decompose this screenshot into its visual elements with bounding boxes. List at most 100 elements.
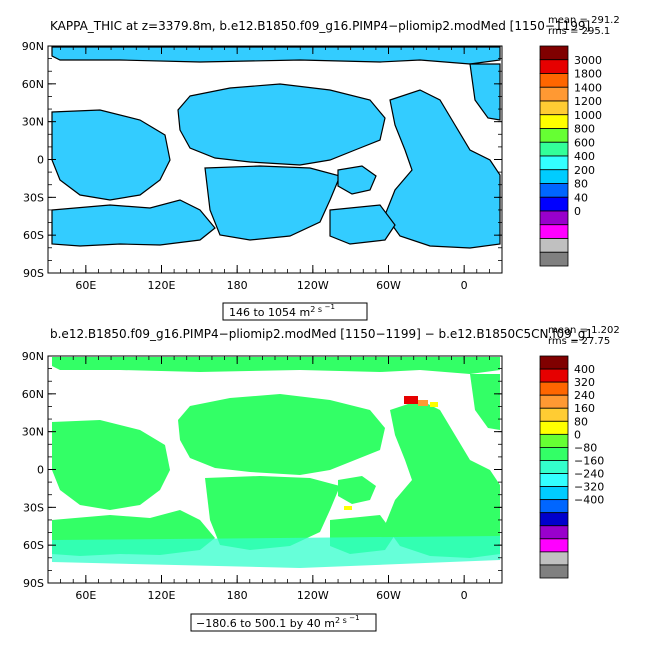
legend-swatch (539, 224, 569, 239)
panel-bottom-stat-mean: mean = 1.202 (548, 325, 620, 336)
ocean-pacific-south (204, 165, 341, 241)
legend-swatch (539, 460, 569, 474)
legend-swatch (539, 59, 569, 74)
legend-level-label: −160 (574, 454, 604, 467)
x-tick-label: 60E (75, 589, 96, 602)
x-tick-label: 180 (227, 279, 248, 292)
legend-swatch (539, 433, 569, 448)
panel-bottom-stat-rms: rms = 27.75 (548, 336, 610, 347)
panel-top-map (48, 46, 502, 273)
anom-negative-band (52, 536, 500, 568)
legend-level-label: 0 (574, 428, 581, 441)
panel-top-range-label: 146 to 1054 m2 s −1 (229, 303, 335, 319)
x-tick-label: 180 (227, 589, 248, 602)
y-tick-label: 30N (22, 116, 44, 129)
legend-swatch (539, 155, 569, 171)
legend-level-label: 0 (574, 205, 581, 218)
legend-swatch (539, 407, 569, 422)
y-tick-label: 60S (23, 229, 44, 242)
legend-swatch (539, 420, 569, 435)
legend-level-label: 80 (574, 415, 588, 428)
anom-east (470, 374, 500, 430)
legend-swatch (539, 368, 569, 383)
legend-level-label: −320 (574, 481, 604, 494)
y-tick-label: 0 (37, 154, 44, 167)
panel-top-range-box (222, 302, 368, 321)
y-tick-label: 30S (23, 191, 44, 204)
anom-hotspot-small (344, 506, 352, 510)
legend-level-label: 1000 (574, 109, 602, 122)
legend-level-label: 800 (574, 123, 595, 136)
x-tick-label: 120E (148, 279, 176, 292)
legend-swatch (539, 486, 569, 501)
legend-swatch (539, 538, 569, 553)
x-tick-label: 0 (461, 279, 468, 292)
legend-swatch (539, 128, 569, 143)
legend-level-label: 80 (574, 178, 588, 191)
legend-level-label: 600 (574, 136, 595, 149)
panel-top-stat-mean: mean = 291.2 (548, 15, 620, 26)
legend-level-label: 1800 (574, 68, 602, 81)
legend-swatch (539, 169, 569, 184)
panel-top-axes: 60E 120E 180 120W 60W 0 90N 60N 30N 0 30S 60S 90S (22, 40, 503, 292)
legend-level-label: 240 (574, 389, 595, 402)
legend-swatch (539, 447, 569, 461)
ocean-indian (51, 109, 171, 201)
y-tick-label: 90N (22, 40, 44, 53)
legend-swatch (539, 473, 569, 487)
legend-swatch (539, 86, 569, 102)
ocean-south-central (329, 204, 396, 245)
legend-level-label: −400 (574, 494, 604, 507)
legend-swatch (539, 499, 569, 514)
legend-swatch (539, 551, 569, 566)
legend-swatch (539, 381, 569, 396)
anom-hotspot-orange (418, 400, 428, 406)
legend-swatch (539, 210, 569, 226)
legend-swatch (539, 183, 569, 198)
legend-swatch (539, 525, 569, 540)
legend-swatch (539, 238, 569, 253)
panel-top-stat-rms: rms = 295.1 (548, 26, 610, 37)
anom-atlantic (385, 400, 500, 558)
x-tick-label: 120W (297, 279, 329, 292)
y-tick-label: 0 (37, 464, 44, 477)
anom-indian (52, 420, 170, 510)
anom-pacific-south (205, 476, 340, 550)
panel-bottom-map (48, 356, 502, 583)
legend-level-label: 40 (574, 191, 588, 204)
legend-swatch (539, 196, 569, 212)
legend-level-label: 400 (574, 150, 595, 163)
legend-level-label: 1200 (574, 95, 602, 108)
legend-swatch (539, 100, 569, 116)
legend-swatch (539, 512, 569, 527)
legend-swatch (539, 73, 569, 88)
x-tick-label: 120W (297, 589, 329, 602)
y-tick-label: 90S (23, 267, 44, 280)
legend-swatch (539, 394, 569, 409)
panel-bottom-title: b.e12.B1850.f09_g16.PIMP4−pliomip2.modMe… (50, 327, 593, 341)
legend-level-label: 200 (574, 164, 595, 177)
y-tick-label: 60N (22, 388, 44, 401)
ocean-patch (337, 165, 377, 195)
legend-swatch (539, 114, 569, 129)
panel-bottom-axes: 60E 120E 180 120W 60W 0 90N 60N 30N 0 30S 60S 90S (22, 350, 503, 602)
anom-pacific-north (178, 394, 385, 475)
legend-swatch (539, 251, 569, 267)
x-tick-label: 60W (376, 279, 401, 292)
legend-swatch (539, 355, 569, 370)
panel-bottom-range-label: −180.6 to 500.1 by 40 m2 s −1 (196, 614, 360, 630)
x-tick-label: 60E (75, 279, 96, 292)
ocean-east (469, 63, 501, 121)
ocean-south-west (51, 199, 216, 247)
legend-swatch (539, 141, 569, 157)
legend-level-label: 400 (574, 363, 595, 376)
anom-hotspot-red (404, 396, 418, 404)
panel-top: KAPPA_THIC at z=3379.8m, b.e12.B1850.f09… (22, 15, 620, 321)
y-tick-label: 30S (23, 501, 44, 514)
legend-level-label: 3000 (574, 54, 602, 67)
y-tick-label: 60N (22, 78, 44, 91)
panel-bottom-range-box (190, 613, 377, 632)
y-tick-label: 90S (23, 577, 44, 590)
